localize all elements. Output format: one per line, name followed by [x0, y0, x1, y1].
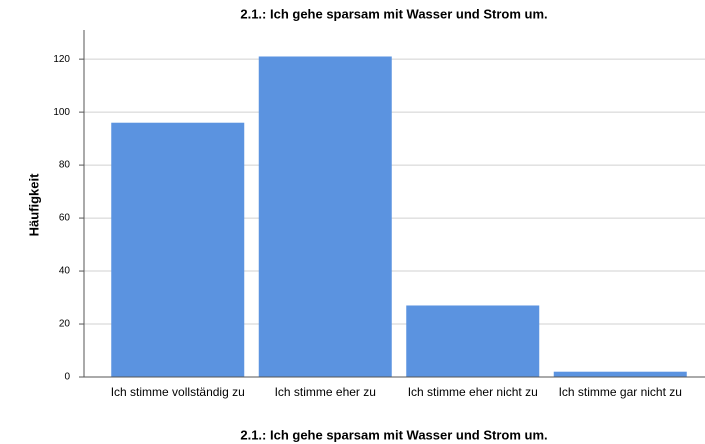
y-tick-label: 40: [59, 266, 71, 277]
y-tick-label: 20: [59, 319, 71, 330]
x-tick-label: Ich stimme eher zu: [274, 385, 376, 399]
x-axis-title: 2.1.: Ich gehe sparsam mit Wasser und St…: [240, 427, 547, 442]
y-tick-label: 60: [59, 213, 71, 224]
x-tick-label: Ich stimme gar nicht zu: [558, 385, 682, 399]
bar: [553, 371, 687, 377]
chart-title: 2.1.: Ich gehe sparsam mit Wasser und St…: [240, 6, 547, 21]
bar: [258, 56, 392, 377]
x-tick-label: Ich stimme eher nicht zu: [407, 385, 538, 399]
bar: [111, 122, 245, 377]
y-tick-label: 80: [59, 160, 71, 171]
x-tick-label: Ich stimme vollständig zu: [110, 385, 245, 399]
y-tick-label: 0: [64, 372, 70, 383]
y-axis-title: Häufigkeit: [26, 173, 41, 237]
y-tick-label: 120: [53, 54, 70, 65]
y-tick-label: 100: [53, 107, 70, 118]
bar: [406, 305, 540, 377]
